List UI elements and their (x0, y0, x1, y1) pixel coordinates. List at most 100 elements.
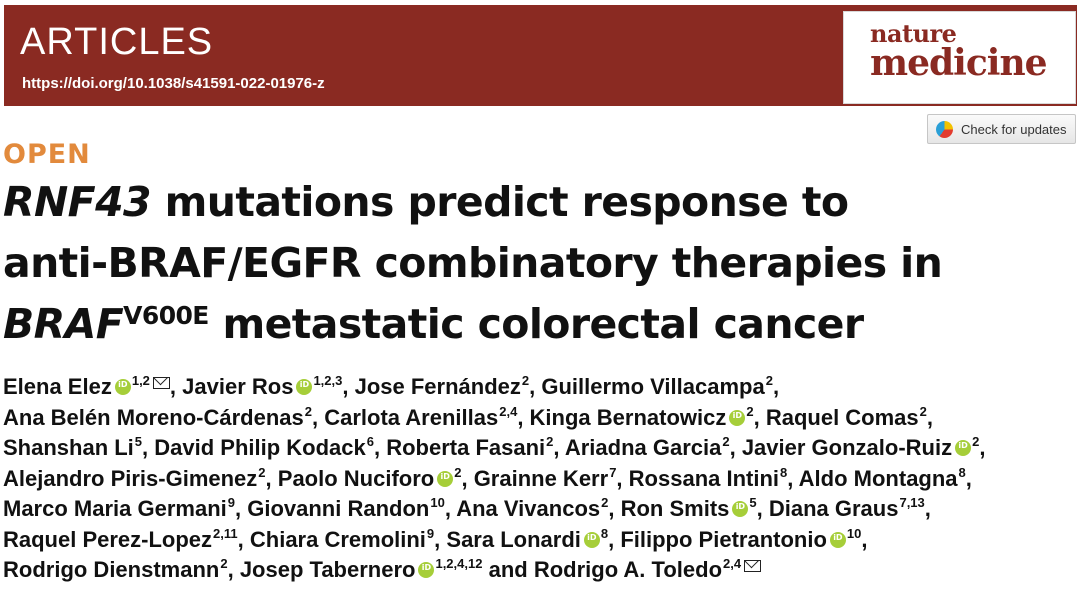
author-name[interactable]: Ana Vivancos (456, 496, 601, 521)
author-name[interactable]: Kinga Bernatowicz (529, 404, 727, 430)
author-entry: Roberta Fasani2, (386, 435, 565, 460)
orcid-icon[interactable] (418, 562, 435, 578)
orcid-icon[interactable] (114, 379, 131, 395)
affiliation-number[interactable]: 9 (426, 525, 435, 541)
author-name[interactable]: Jose Fernández (354, 374, 521, 399)
affiliation-number[interactable]: 8 (600, 525, 609, 541)
author-entry: Josep Tabernero 1,2,4,12 and (240, 557, 534, 582)
orcid-icon[interactable] (732, 501, 749, 517)
author-separator: , (965, 465, 972, 491)
author-name[interactable]: Javier Gonzalo-Ruiz (741, 435, 953, 460)
affiliation-number[interactable]: 2 (919, 403, 927, 419)
affiliation-number[interactable]: 10 (846, 525, 862, 541)
affiliation-number[interactable]: 2 (220, 556, 228, 571)
author-separator: , (517, 404, 530, 430)
author-name[interactable]: Carlota Arenillas (324, 404, 499, 430)
orcid-icon[interactable] (829, 531, 846, 548)
author-separator: , (787, 465, 799, 491)
author-name[interactable]: Sara Lonardi (446, 526, 581, 552)
author-name[interactable]: Aldo Montagna (798, 465, 958, 491)
orcid-icon[interactable] (583, 531, 600, 548)
author-name[interactable]: Rodrigo A. Toledo (533, 557, 723, 582)
author-entry: Elena Elez 1,2, (3, 374, 182, 399)
title-line-3: BRAFV600E metastatic colorectal cancer (3, 294, 1073, 355)
author-name[interactable]: Raquel Perez-Lopez (3, 526, 213, 552)
author-name[interactable]: Paolo Nuciforo (277, 465, 435, 491)
author-name[interactable]: Grainne Kerr (473, 465, 609, 491)
author-name[interactable]: Guillermo Villacampa (541, 374, 765, 399)
author-name[interactable]: Alejandro Piris-Gimenez (3, 465, 258, 491)
author-name[interactable]: Ron Smits (620, 496, 730, 521)
email-envelope-icon[interactable] (744, 560, 762, 572)
author-name[interactable]: Filippo Pietrantonio (620, 526, 827, 552)
affiliation-number[interactable]: 2,11 (213, 525, 238, 541)
check-for-updates-button[interactable]: Check for updates (927, 114, 1076, 144)
email-envelope-icon[interactable] (152, 377, 170, 389)
author-entry: Paolo Nuciforo 2, (278, 466, 474, 491)
author-name[interactable]: Shanshan Li (3, 435, 134, 460)
orcid-icon[interactable] (296, 379, 313, 395)
orcid-icon[interactable] (729, 409, 746, 426)
author-name[interactable]: Josep Tabernero (239, 557, 416, 582)
author-name[interactable]: Rossana Intini (628, 465, 780, 491)
affiliation-number[interactable]: 2 (746, 403, 754, 419)
doi-link[interactable]: https://doi.org/10.1038/s41591-022-01976… (22, 75, 325, 92)
affiliation-number[interactable]: 5 (749, 495, 757, 510)
affiliation-number[interactable]: 5 (134, 434, 143, 449)
affiliation-number[interactable]: 2 (454, 464, 462, 480)
affiliation-number[interactable]: 7 (609, 464, 617, 480)
affiliation-number[interactable]: 7,13 (899, 495, 925, 510)
affiliation-number[interactable]: 1,2,4,12 (435, 556, 483, 571)
affiliation-number[interactable]: 2 (304, 403, 312, 419)
author-name[interactable]: Marco Maria Germani (3, 496, 227, 521)
author-name[interactable]: Diana Graus (768, 496, 899, 521)
affiliation-number[interactable]: 2 (601, 495, 609, 510)
title-line-2: anti-BRAF/EGFR combinatory therapies in (3, 239, 943, 287)
affiliation-number[interactable]: 8 (958, 464, 966, 480)
title-line-1: RNF43 mutations predict response to (3, 172, 1073, 233)
author-entry: Rodrigo A. Toledo2,4 (533, 556, 762, 582)
affiliation-number[interactable]: 2 (972, 434, 980, 449)
affiliation-number[interactable]: 2,4 (723, 556, 742, 571)
author-name[interactable]: Raquel Comas (765, 404, 919, 430)
affiliation-number[interactable]: 9 (227, 495, 235, 510)
author-entry: Raquel Comas2, (766, 405, 933, 430)
author-entry: David Philip Kodack6, (154, 435, 386, 460)
author-name[interactable]: Ariadna Garcia (564, 435, 722, 460)
author-name[interactable]: Elena Elez (3, 374, 112, 399)
author-separator: , (142, 435, 155, 460)
affiliation-number[interactable]: 10 (430, 495, 445, 510)
affiliation-number[interactable]: 6 (366, 434, 374, 449)
author-name[interactable]: Ana Belén Moreno-Cárdenas (3, 404, 304, 430)
affiliation-number[interactable]: 1,2,3 (313, 373, 343, 388)
author-name[interactable]: Giovanni Randon (247, 496, 430, 521)
author-separator: , (608, 526, 621, 552)
crossmark-icon (936, 120, 953, 138)
affiliation-number[interactable]: 1,2 (131, 373, 150, 388)
author-entry: Chiara Cremolini9, (250, 527, 447, 552)
author-name[interactable]: Roberta Fasani (386, 435, 546, 460)
author-separator: , (608, 496, 621, 521)
affiliation-number[interactable]: 2 (521, 373, 530, 388)
affiliation-number[interactable]: 2 (258, 464, 266, 480)
author-separator: , (861, 526, 868, 552)
article-header-banner: ARTICLES https://doi.org/10.1038/s41591-… (4, 5, 1077, 106)
author-name[interactable]: Javier Ros (182, 374, 294, 399)
author-separator: , (753, 404, 766, 430)
author-name[interactable]: Chiara Cremolini (249, 526, 426, 552)
affiliation-number[interactable]: 2 (765, 373, 773, 388)
author-entry: Marco Maria Germani9, (3, 496, 247, 521)
orcid-icon[interactable] (437, 470, 454, 487)
author-name[interactable]: Rodrigo Dienstmann (3, 557, 220, 582)
affiliation-number[interactable]: 8 (780, 464, 788, 480)
orcid-icon[interactable] (955, 440, 972, 456)
author-entry: Sara Lonardi 8, (446, 527, 620, 552)
journal-logo[interactable]: nature medicine (843, 11, 1076, 104)
author-entry: Ana Vivancos2, (456, 496, 620, 521)
affiliation-number[interactable]: 2,4 (499, 403, 518, 419)
affiliation-number[interactable]: 2 (546, 434, 554, 449)
author-entry: Ana Belén Moreno-Cárdenas2, (3, 405, 324, 430)
author-name[interactable]: David Philip Kodack (154, 435, 366, 460)
affiliation-number[interactable]: 2 (722, 434, 730, 449)
author-entry: Diana Graus7,13, (769, 496, 931, 521)
